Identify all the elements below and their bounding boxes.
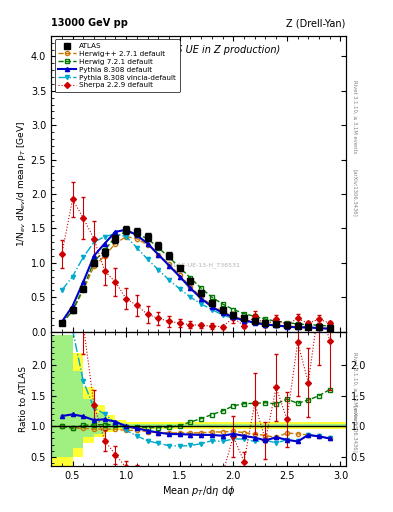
Y-axis label: Ratio to ATLAS: Ratio to ATLAS <box>19 366 28 432</box>
Text: Z (Drell-Yan): Z (Drell-Yan) <box>286 18 346 29</box>
Text: ATLAS-UE-13-H_736531: ATLAS-UE-13-H_736531 <box>167 263 241 268</box>
Text: 13000 GeV pp: 13000 GeV pp <box>51 18 128 29</box>
Text: [arXiv:1306.3436]: [arXiv:1306.3436] <box>352 406 357 453</box>
X-axis label: Mean $p_T$/d$\eta$ d$\phi$: Mean $p_T$/d$\eta$ d$\phi$ <box>162 483 235 498</box>
Text: [arXiv:1306.3436]: [arXiv:1306.3436] <box>352 169 357 217</box>
Text: <pT> (ATLAS UE in Z production): <pT> (ATLAS UE in Z production) <box>117 45 280 55</box>
Text: Rivet 3.1.10, ≥ 3.1M events: Rivet 3.1.10, ≥ 3.1M events <box>352 80 357 154</box>
Y-axis label: 1/N$_{ev}$ dN$_{ev}$/d mean p$_T$ [GeV]: 1/N$_{ev}$ dN$_{ev}$/d mean p$_T$ [GeV] <box>15 120 28 247</box>
Legend: ATLAS, Herwig++ 2.7.1 default, Herwig 7.2.1 default, Pythia 8.308 default, Pythi: ATLAS, Herwig++ 2.7.1 default, Herwig 7.… <box>55 39 180 92</box>
Text: Rivet 3.1.10, ≥ 3.1M events: Rivet 3.1.10, ≥ 3.1M events <box>352 352 357 425</box>
